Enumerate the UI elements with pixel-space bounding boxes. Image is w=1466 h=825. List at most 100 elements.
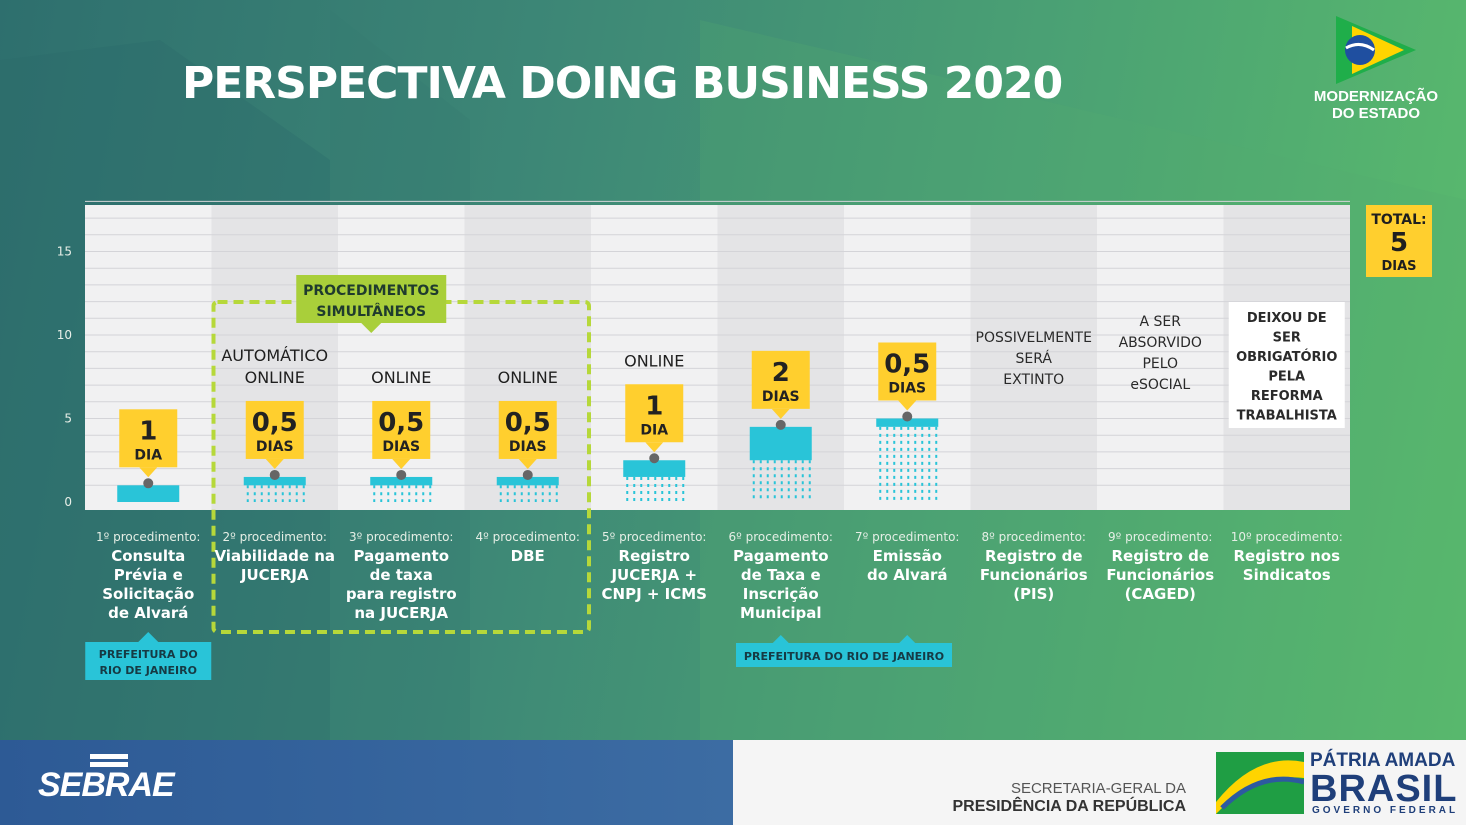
procedure-note: OBRIGATÓRIO: [1236, 349, 1337, 365]
x-tick-label-number: 2º procedimento:: [223, 530, 327, 544]
x-tick-label: JUCERJA: [240, 566, 309, 584]
value-callout-unit: DIA: [640, 422, 668, 438]
x-tick-label-number: 5º procedimento:: [602, 530, 706, 544]
bar: [243, 476, 306, 486]
y-tick-label: 5: [64, 412, 72, 426]
x-tick-label: Municipal: [740, 604, 821, 622]
procedure-note: ABSORVIDO: [1119, 335, 1202, 351]
value-callout-number: 0,5: [884, 350, 930, 380]
x-tick-label: Pagamento: [733, 547, 829, 565]
bar-marker: [775, 419, 786, 430]
secretaria-line1: SECRETARIA-GERAL DA: [1010, 780, 1186, 797]
procedure-note: SER: [1273, 331, 1301, 346]
footer-left-panel: SEBRAE: [0, 740, 733, 825]
total-value: 5: [1390, 228, 1408, 258]
value-callout-unit: DIAS: [256, 439, 294, 455]
prefeitura-label-1: PREFEITURA DO: [99, 648, 198, 661]
x-tick-label-number: 6º procedimento:: [729, 530, 833, 544]
procedure-note: REFORMA: [1251, 389, 1323, 404]
prefeitura-label-1: RIO DE JANEIRO: [100, 664, 197, 677]
bar-marker: [143, 478, 154, 489]
x-tick-label-number: 4º procedimento:: [476, 530, 580, 544]
bar: [623, 460, 686, 477]
simultaneous-label-bg: [296, 275, 447, 323]
x-tick-label-number: 8º procedimento:: [982, 530, 1086, 544]
x-tick-label: para registro: [346, 585, 457, 603]
value-callout-unit: DIAS: [762, 389, 800, 405]
x-tick-label: Registro: [619, 547, 690, 565]
value-callout-pointer: [518, 458, 537, 469]
value-callout-unit: DIAS: [382, 439, 420, 455]
prefeitura-tag-1: [85, 642, 212, 680]
x-tick-label: na JUCERJA: [354, 604, 448, 622]
sebrae-logo-bar-icon: [90, 754, 128, 759]
x-tick-label-number: 9º procedimento:: [1108, 530, 1212, 544]
x-tick-label: JUCERJA +: [610, 566, 697, 584]
procedure-note: A SER: [1140, 314, 1182, 330]
value-callout-pointer: [392, 458, 411, 469]
value-callout: [878, 342, 937, 401]
procedure-note: DEIXOU DE: [1247, 311, 1327, 326]
procedure-note: PELO: [1142, 356, 1178, 372]
x-tick-label: de taxa: [370, 566, 433, 584]
prefeitura-label-2: PREFEITURA DO RIO DE JANEIRO: [744, 650, 944, 663]
bar-marker: [649, 453, 660, 464]
brasil-flag-icon: [1216, 752, 1304, 814]
x-tick-label: Prévia e: [114, 566, 183, 584]
y-tick-label: 10: [57, 328, 72, 342]
column-band: [970, 205, 1097, 510]
modernizacao-brand: MODERNIZAÇÃO DO ESTADO: [1296, 88, 1456, 122]
y-tick-label: 15: [57, 245, 72, 259]
value-callout: [751, 350, 810, 409]
procedures-chart: 051015PROCEDIMENTOSSIMULTÂNEOS1DIA0,5DIA…: [57, 200, 1432, 680]
value-callout-number: 0,5: [378, 408, 424, 438]
value-callout-number: 2: [772, 358, 790, 388]
x-tick-label: do Alvará: [867, 566, 947, 584]
y-tick-label: 0: [64, 495, 72, 509]
x-tick-label: de Taxa e: [741, 566, 821, 584]
x-tick-label: Consulta: [111, 547, 185, 565]
value-callout: [372, 400, 431, 459]
x-tick-label: Pagamento: [353, 547, 449, 565]
value-callout-pointer: [645, 442, 664, 453]
x-tick-label: Sindicatos: [1243, 566, 1331, 584]
x-tick-label: DBE: [511, 547, 545, 565]
procedure-note: eSOCIAL: [1130, 377, 1190, 393]
value-callout-unit: DIAS: [509, 439, 547, 455]
bar: [496, 476, 559, 486]
value-callout-pointer: [265, 458, 284, 469]
bar-marker: [522, 469, 533, 480]
bar: [370, 476, 433, 486]
x-tick-label-number: 1º procedimento:: [96, 530, 200, 544]
prefeitura-tag-1-pointer: [138, 632, 159, 642]
value-callout-pointer: [771, 408, 790, 419]
bar-marker: [902, 411, 913, 422]
brasil-wordmark: BRASIL: [1310, 768, 1458, 810]
value-callout: [498, 400, 557, 459]
brand-line2: DO ESTADO: [1331, 105, 1421, 122]
brand-line1: MODERNIZAÇÃO: [1313, 88, 1439, 105]
simultaneous-label: PROCEDIMENTOS: [303, 283, 439, 299]
procedure-tag: ONLINE: [498, 368, 558, 387]
procedure-note: PELA: [1268, 370, 1305, 385]
bar: [117, 485, 180, 502]
x-tick-label: Solicitação: [102, 585, 194, 603]
note-background: [1228, 302, 1345, 428]
bar: [749, 426, 812, 461]
x-tick-label: Registro de: [985, 547, 1083, 565]
footer-right-panel: [733, 740, 1466, 825]
total-box: [1366, 205, 1432, 277]
x-tick-label: de Alvará: [108, 604, 188, 622]
value-callout-number: 0,5: [505, 408, 551, 438]
value-callout: [245, 400, 304, 459]
value-callout-unit: DIA: [134, 447, 162, 463]
procedure-note: EXTINTO: [1003, 372, 1064, 388]
x-tick-label: (PIS): [1013, 585, 1054, 603]
prefeitura-tag-2-pointer: [899, 635, 916, 643]
total-unit: DIAS: [1381, 259, 1416, 274]
simultaneous-label: SIMULTÂNEOS: [316, 303, 426, 320]
total-label: TOTAL:: [1371, 212, 1426, 228]
x-tick-label: Registro nos: [1233, 547, 1340, 565]
value-callout-number: 0,5: [252, 408, 298, 438]
page-title: PERSPECTIVA DOING BUSINESS 2020: [182, 58, 1063, 109]
